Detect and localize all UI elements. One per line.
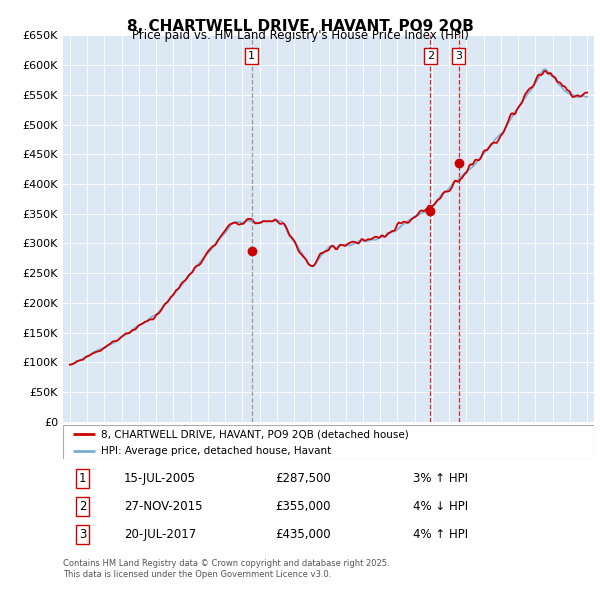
Text: £435,000: £435,000 bbox=[275, 527, 331, 540]
Text: 8, CHARTWELL DRIVE, HAVANT, PO9 2QB: 8, CHARTWELL DRIVE, HAVANT, PO9 2QB bbox=[127, 19, 473, 34]
Text: 4% ↓ HPI: 4% ↓ HPI bbox=[413, 500, 469, 513]
Text: HPI: Average price, detached house, Havant: HPI: Average price, detached house, Hava… bbox=[101, 446, 331, 456]
Text: Price paid vs. HM Land Registry's House Price Index (HPI): Price paid vs. HM Land Registry's House … bbox=[131, 30, 469, 42]
Text: £287,500: £287,500 bbox=[275, 472, 331, 485]
Text: £355,000: £355,000 bbox=[275, 500, 331, 513]
Text: 1: 1 bbox=[79, 472, 86, 485]
Text: 3: 3 bbox=[455, 51, 462, 61]
Text: 2: 2 bbox=[427, 51, 434, 61]
Text: This data is licensed under the Open Government Licence v3.0.: This data is licensed under the Open Gov… bbox=[63, 570, 331, 579]
Text: 1: 1 bbox=[248, 51, 255, 61]
Text: 3% ↑ HPI: 3% ↑ HPI bbox=[413, 472, 469, 485]
Text: 20-JUL-2017: 20-JUL-2017 bbox=[124, 527, 196, 540]
Text: 8, CHARTWELL DRIVE, HAVANT, PO9 2QB (detached house): 8, CHARTWELL DRIVE, HAVANT, PO9 2QB (det… bbox=[101, 429, 409, 439]
Text: 2: 2 bbox=[79, 500, 86, 513]
Text: 15-JUL-2005: 15-JUL-2005 bbox=[124, 472, 196, 485]
Text: Contains HM Land Registry data © Crown copyright and database right 2025.: Contains HM Land Registry data © Crown c… bbox=[63, 559, 389, 568]
Text: 4% ↑ HPI: 4% ↑ HPI bbox=[413, 527, 469, 540]
Text: 3: 3 bbox=[79, 527, 86, 540]
Text: 27-NOV-2015: 27-NOV-2015 bbox=[124, 500, 203, 513]
